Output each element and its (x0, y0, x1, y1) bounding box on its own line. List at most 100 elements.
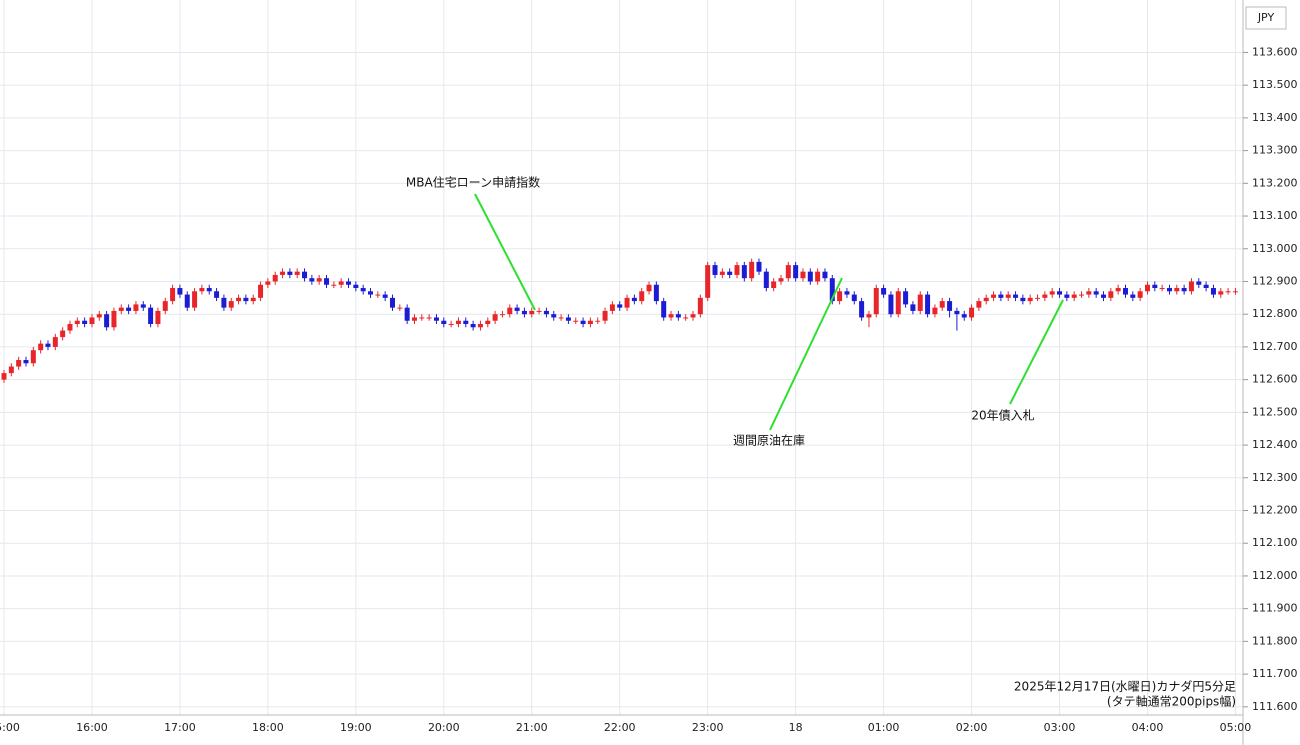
annotation-line (769, 277, 843, 431)
candle-body (448, 324, 454, 326)
candle-body (617, 304, 623, 308)
candle-body (595, 320, 601, 322)
x-tick-label: 19:00 (340, 721, 372, 734)
candle-body (140, 304, 146, 308)
y-tick-label: 112.000 (1252, 569, 1298, 582)
candle-body (309, 278, 315, 282)
candle-body (609, 304, 615, 311)
x-tick-label: 01:00 (868, 721, 900, 734)
candle-body (60, 330, 66, 338)
candle-body (470, 324, 476, 328)
candle-body (683, 317, 689, 319)
candle-body (521, 310, 527, 315)
candle-body (829, 278, 835, 302)
candle-body (1152, 284, 1158, 289)
candle-body (45, 343, 51, 347)
candle-body (375, 294, 381, 296)
candle-body (89, 317, 95, 325)
candle-body (932, 307, 938, 315)
candle-body (360, 288, 366, 292)
candle-body (954, 310, 960, 315)
candle-body (1203, 284, 1209, 289)
candle-body (1064, 294, 1070, 298)
candle-body (397, 307, 403, 309)
candle-body (969, 307, 975, 318)
candle-body (162, 301, 168, 311)
candle-body (800, 271, 806, 279)
x-tick-label: 18 (789, 721, 803, 734)
x-tick-label: 05:00 (1220, 721, 1252, 734)
candle-body (543, 310, 549, 315)
candle-body (807, 271, 813, 282)
candle-body (1196, 281, 1202, 285)
x-tick-label: 15:00 (0, 721, 20, 734)
candle-body (104, 314, 110, 328)
candle-body (587, 320, 593, 325)
candle-body (1174, 288, 1180, 292)
candle-body (507, 307, 513, 315)
annotation-line (474, 193, 536, 311)
candle-body (734, 265, 740, 275)
candle-body (411, 317, 417, 321)
x-tick-label: 18:00 (252, 721, 284, 734)
y-tick-label: 111.800 (1252, 634, 1298, 647)
candle-body (888, 294, 894, 315)
candle-body (324, 278, 330, 285)
candle-body (1144, 284, 1150, 292)
candle-body (661, 301, 667, 318)
candle-body (675, 314, 681, 318)
candle-body (668, 314, 674, 318)
candle-body (287, 271, 293, 275)
candle-body (221, 297, 227, 308)
candle-body (793, 265, 799, 279)
candle-body (551, 314, 557, 318)
candle-body (228, 301, 234, 308)
y-tick-label: 113.400 (1252, 111, 1298, 124)
candle-body (1079, 294, 1085, 296)
candle-body (74, 320, 80, 325)
x-tick-label: 23:00 (692, 721, 724, 734)
candle-body (866, 314, 872, 318)
annotation: MBA住宅ローン申請指数 (406, 175, 540, 190)
candle-body (433, 317, 439, 321)
candle-body (1225, 291, 1231, 293)
candle-body (243, 297, 249, 302)
candle-body (961, 314, 967, 318)
candle-body (16, 360, 22, 367)
candle-body (1122, 288, 1128, 295)
x-tick-label: 16:00 (76, 721, 108, 734)
candle-body (1101, 294, 1106, 298)
candle-body (1159, 288, 1165, 290)
candle-body (199, 288, 205, 292)
candle-body (126, 307, 132, 311)
candle-body (170, 288, 176, 302)
candle-body (192, 291, 198, 308)
candle-body (844, 291, 850, 295)
candle-body (426, 317, 432, 319)
candle-body (719, 271, 725, 275)
candle-body (206, 288, 212, 292)
candle-body (653, 284, 659, 302)
candle-body (873, 288, 879, 315)
y-tick-label: 112.600 (1252, 373, 1298, 386)
chart-title: 2025年12月17日(水曜日)カナダ円5分足 (1014, 679, 1236, 694)
candle-body (1108, 291, 1114, 298)
candle-body (1137, 291, 1143, 298)
candle-body (455, 320, 461, 325)
annotation: 週間原油在庫 (733, 434, 805, 448)
candle-body (991, 294, 997, 298)
candle-body (851, 294, 857, 302)
candle-body (382, 294, 388, 298)
candle-body (624, 297, 630, 308)
candle-body (917, 294, 923, 311)
candle-body (785, 265, 791, 279)
candle-body (38, 343, 44, 351)
x-tick-label: 21:00 (516, 721, 548, 734)
candle-body (1181, 288, 1187, 292)
candle-body (118, 307, 124, 311)
candle-body (1057, 291, 1063, 295)
y-axis-label: JPY (1257, 11, 1275, 24)
candle-body (1086, 291, 1092, 295)
candle-body (1042, 294, 1048, 298)
